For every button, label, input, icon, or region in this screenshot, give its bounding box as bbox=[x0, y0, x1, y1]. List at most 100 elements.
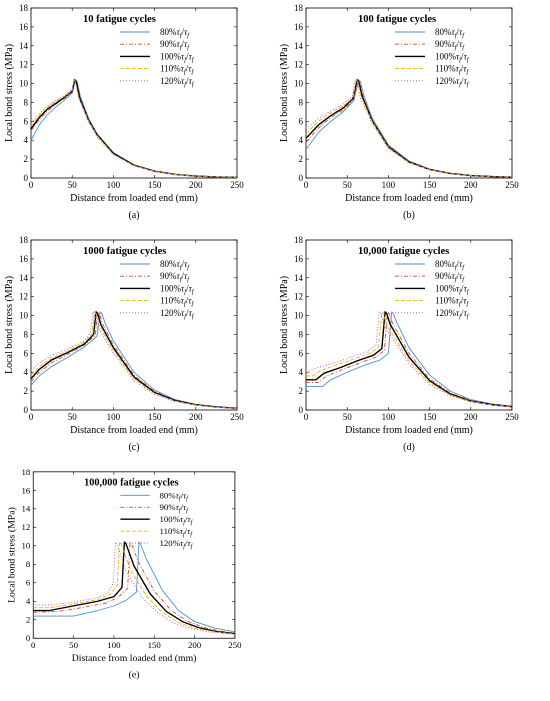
legend-label-3: 100%τf/τf bbox=[160, 283, 195, 295]
y-tick-label: 6 bbox=[299, 116, 304, 126]
y-tick-label: 2 bbox=[24, 386, 29, 396]
y-tick-label: 14 bbox=[294, 41, 304, 51]
y-tick-label: 18 bbox=[19, 3, 29, 13]
chart-svg-a: 0 2 4 6 8 10 12 14 16 18 0 50 100 150 200 250 Distance f… bbox=[4, 3, 244, 221]
chart-title: 100,000 fatigue cycles bbox=[84, 478, 178, 489]
x-tick-label: 200 bbox=[189, 412, 203, 422]
series-line-4 bbox=[30, 79, 238, 178]
x-tick-label: 0 bbox=[31, 640, 36, 650]
y-tick-label: 10 bbox=[294, 311, 304, 321]
legend-label-2: 90%τf/τf bbox=[160, 271, 190, 283]
plot-frame bbox=[32, 471, 236, 639]
y-tick-label: 4 bbox=[26, 596, 31, 606]
y-tick-label: 6 bbox=[26, 578, 31, 588]
y-tick-label: 12 bbox=[294, 292, 303, 302]
legend-label-5: 120%τf/τf bbox=[160, 308, 195, 320]
legend-label-5: 120%τf/τf bbox=[160, 76, 195, 88]
y-tick-label: 4 bbox=[24, 135, 29, 145]
chart-title: 1000 fatigue cycles bbox=[83, 246, 166, 257]
chart-panel-b: 0 2 4 6 8 10 12 14 16 18 0 50 100 150 200 250 Distance f… bbox=[275, 0, 550, 232]
x-tick-label: 200 bbox=[464, 180, 478, 190]
chart-panel-d: 0 2 4 6 8 10 12 14 16 18 0 50 100 150 200 250 Distance f… bbox=[275, 232, 550, 464]
y-tick-label: 0 bbox=[24, 405, 29, 415]
y-axis-label: Local bond stress (MPa) bbox=[7, 507, 18, 603]
series-line-4 bbox=[306, 311, 513, 408]
series-line-5 bbox=[305, 311, 513, 408]
series-line-2 bbox=[33, 541, 235, 634]
series-line-1 bbox=[33, 541, 235, 633]
chart-svg-d: 0 2 4 6 8 10 12 14 16 18 0 50 100 150 200 250 Distance f… bbox=[279, 235, 519, 453]
chart-title: 10 fatigue cycles bbox=[83, 14, 156, 25]
series-line-3 bbox=[306, 311, 513, 408]
x-tick-label: 50 bbox=[69, 640, 78, 650]
y-tick-label: 16 bbox=[19, 254, 29, 264]
y-tick-label: 10 bbox=[19, 311, 29, 321]
chart-title: 100 fatigue cycles bbox=[358, 14, 436, 25]
y-tick-label: 14 bbox=[19, 273, 29, 283]
x-tick-label: 200 bbox=[189, 180, 203, 190]
x-tick-label: 0 bbox=[29, 180, 34, 190]
legend-label-5: 120%τf/τf bbox=[435, 76, 470, 88]
y-tick-label: 10 bbox=[294, 79, 304, 89]
panel-tag: (a) bbox=[128, 210, 139, 221]
legend-label-1: 80%τf/τf bbox=[160, 490, 190, 502]
y-tick-label: 2 bbox=[26, 615, 30, 625]
x-tick-label: 200 bbox=[188, 640, 202, 650]
panel-tag: (d) bbox=[403, 442, 415, 453]
legend-label-3: 100%τf/τf bbox=[435, 51, 470, 63]
y-axis-label: Local bond stress (MPa) bbox=[4, 276, 15, 374]
series-line-4 bbox=[305, 79, 513, 178]
chart-panel-a: 0 2 4 6 8 10 12 14 16 18 0 50 100 150 200 250 Distance f… bbox=[0, 0, 275, 232]
series-line-5 bbox=[33, 541, 235, 635]
x-axis-label: Distance from loaded end (mm) bbox=[345, 193, 473, 204]
legend-label-3: 100%τf/τf bbox=[160, 51, 195, 63]
chart-svg-b: 0 2 4 6 8 10 12 14 16 18 0 50 100 150 200 250 Distance f… bbox=[279, 3, 519, 221]
legend-label-3: 100%τf/τf bbox=[160, 514, 194, 526]
y-tick-label: 2 bbox=[299, 154, 304, 164]
y-tick-label: 0 bbox=[299, 173, 304, 183]
y-tick-label: 6 bbox=[24, 116, 29, 126]
x-tick-label: 50 bbox=[68, 180, 78, 190]
legend-label-1: 80%τf/τf bbox=[435, 259, 465, 271]
y-tick-label: 16 bbox=[294, 22, 304, 32]
chart-panel-c: 0 2 4 6 8 10 12 14 16 18 0 50 100 150 200 250 Distance f… bbox=[0, 232, 275, 464]
y-tick-label: 8 bbox=[26, 559, 31, 569]
legend-label-1: 80%τf/τf bbox=[435, 27, 465, 39]
x-tick-label: 50 bbox=[343, 180, 353, 190]
x-tick-label: 100 bbox=[382, 412, 396, 422]
x-tick-label: 100 bbox=[107, 412, 121, 422]
panel-tag: (b) bbox=[403, 210, 415, 221]
y-axis-label: Local bond stress (MPa) bbox=[4, 44, 15, 142]
x-tick-label: 0 bbox=[29, 412, 34, 422]
y-tick-label: 10 bbox=[22, 541, 31, 551]
chart-svg-e: 0 2 4 6 8 10 12 14 16 18 0 50 100 150 200 250 Distance f… bbox=[7, 467, 242, 681]
series-line-1 bbox=[30, 311, 238, 409]
panel-tag: (c) bbox=[128, 442, 139, 453]
x-tick-label: 50 bbox=[343, 412, 353, 422]
legend-label-4: 110%τf/τf bbox=[160, 296, 194, 308]
y-axis-label: Local bond stress (MPa) bbox=[279, 276, 290, 374]
legend-label-4: 110%τf/τf bbox=[435, 64, 469, 76]
y-tick-label: 2 bbox=[24, 154, 29, 164]
x-tick-label: 150 bbox=[148, 180, 162, 190]
legend-label-2: 90%τf/τf bbox=[160, 502, 190, 514]
series-line-3 bbox=[33, 541, 235, 635]
x-tick-label: 150 bbox=[148, 412, 162, 422]
series-line-1 bbox=[306, 311, 513, 407]
y-tick-label: 12 bbox=[294, 60, 303, 70]
series-line-4 bbox=[33, 541, 235, 635]
y-tick-label: 10 bbox=[19, 79, 29, 89]
x-tick-label: 250 bbox=[505, 180, 519, 190]
x-axis-label: Distance from loaded end (mm) bbox=[345, 425, 473, 436]
plot-frame bbox=[30, 7, 238, 179]
y-tick-label: 14 bbox=[22, 504, 31, 514]
x-tick-label: 100 bbox=[382, 180, 396, 190]
y-tick-label: 16 bbox=[294, 254, 304, 264]
legend-label-4: 110%τf/τf bbox=[435, 296, 469, 308]
x-tick-label: 100 bbox=[107, 640, 121, 650]
legend-label-5: 120%τf/τf bbox=[435, 308, 470, 320]
y-tick-label: 8 bbox=[24, 97, 29, 107]
y-tick-label: 2 bbox=[299, 386, 304, 396]
x-axis-label: Distance from loaded end (mm) bbox=[70, 425, 198, 436]
y-tick-label: 12 bbox=[19, 60, 28, 70]
